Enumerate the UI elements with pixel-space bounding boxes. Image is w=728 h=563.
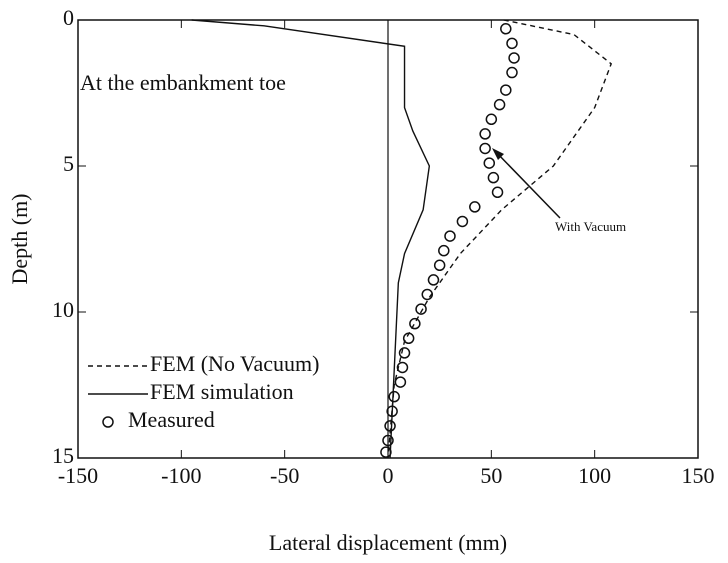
marker <box>479 142 491 155</box>
marker <box>388 390 400 403</box>
marker <box>438 244 450 257</box>
x-tick-label: -100 <box>161 463 201 488</box>
marker <box>508 52 520 64</box>
marker <box>500 23 512 35</box>
marker <box>409 317 421 330</box>
marker <box>427 274 440 286</box>
marker <box>456 215 469 228</box>
legend-label: FEM simulation <box>150 379 294 404</box>
x-tick-label: -50 <box>270 463 299 488</box>
marker <box>386 405 398 418</box>
marker <box>421 288 434 301</box>
marker <box>491 186 504 199</box>
marker <box>398 347 411 359</box>
marker <box>380 446 392 458</box>
marker <box>500 84 512 96</box>
marker <box>382 434 394 447</box>
y-tick-label: 15 <box>52 443 74 468</box>
marker <box>493 98 506 111</box>
x-tick-label: -150 <box>58 463 98 488</box>
x-axis-label: Lateral displacement (mm) <box>269 530 507 555</box>
y-tick-label: 5 <box>63 151 74 176</box>
marker <box>487 171 500 184</box>
legend-label: FEM (No Vacuum) <box>150 351 319 376</box>
marker <box>469 201 481 213</box>
series-line <box>387 19 613 459</box>
x-tick-label: 100 <box>578 463 611 488</box>
marker <box>483 157 496 169</box>
annotation-arrow <box>495 151 561 219</box>
y-tick-label: 0 <box>63 5 74 30</box>
legend-label: Measured <box>128 407 215 432</box>
y-tick-label: 10 <box>52 297 74 322</box>
x-tick-label: 0 <box>383 463 394 488</box>
marker <box>485 113 498 126</box>
legend-marker <box>102 416 114 428</box>
annotation: With Vacuum <box>555 219 626 234</box>
marker <box>506 37 518 50</box>
marker <box>396 361 409 374</box>
marker <box>433 259 446 272</box>
x-tick-label: 150 <box>682 463 715 488</box>
x-tick-label: 50 <box>480 463 502 488</box>
marker <box>479 128 491 140</box>
arrow-head <box>492 148 504 160</box>
y-axis-label: Depth (m) <box>7 193 32 284</box>
marker <box>506 66 518 79</box>
marker <box>415 303 427 315</box>
annotation: At the embankment toe <box>80 70 286 95</box>
marker <box>394 376 407 388</box>
marker <box>402 332 415 345</box>
series-line <box>191 19 431 459</box>
marker <box>384 420 396 432</box>
marker <box>444 230 456 242</box>
